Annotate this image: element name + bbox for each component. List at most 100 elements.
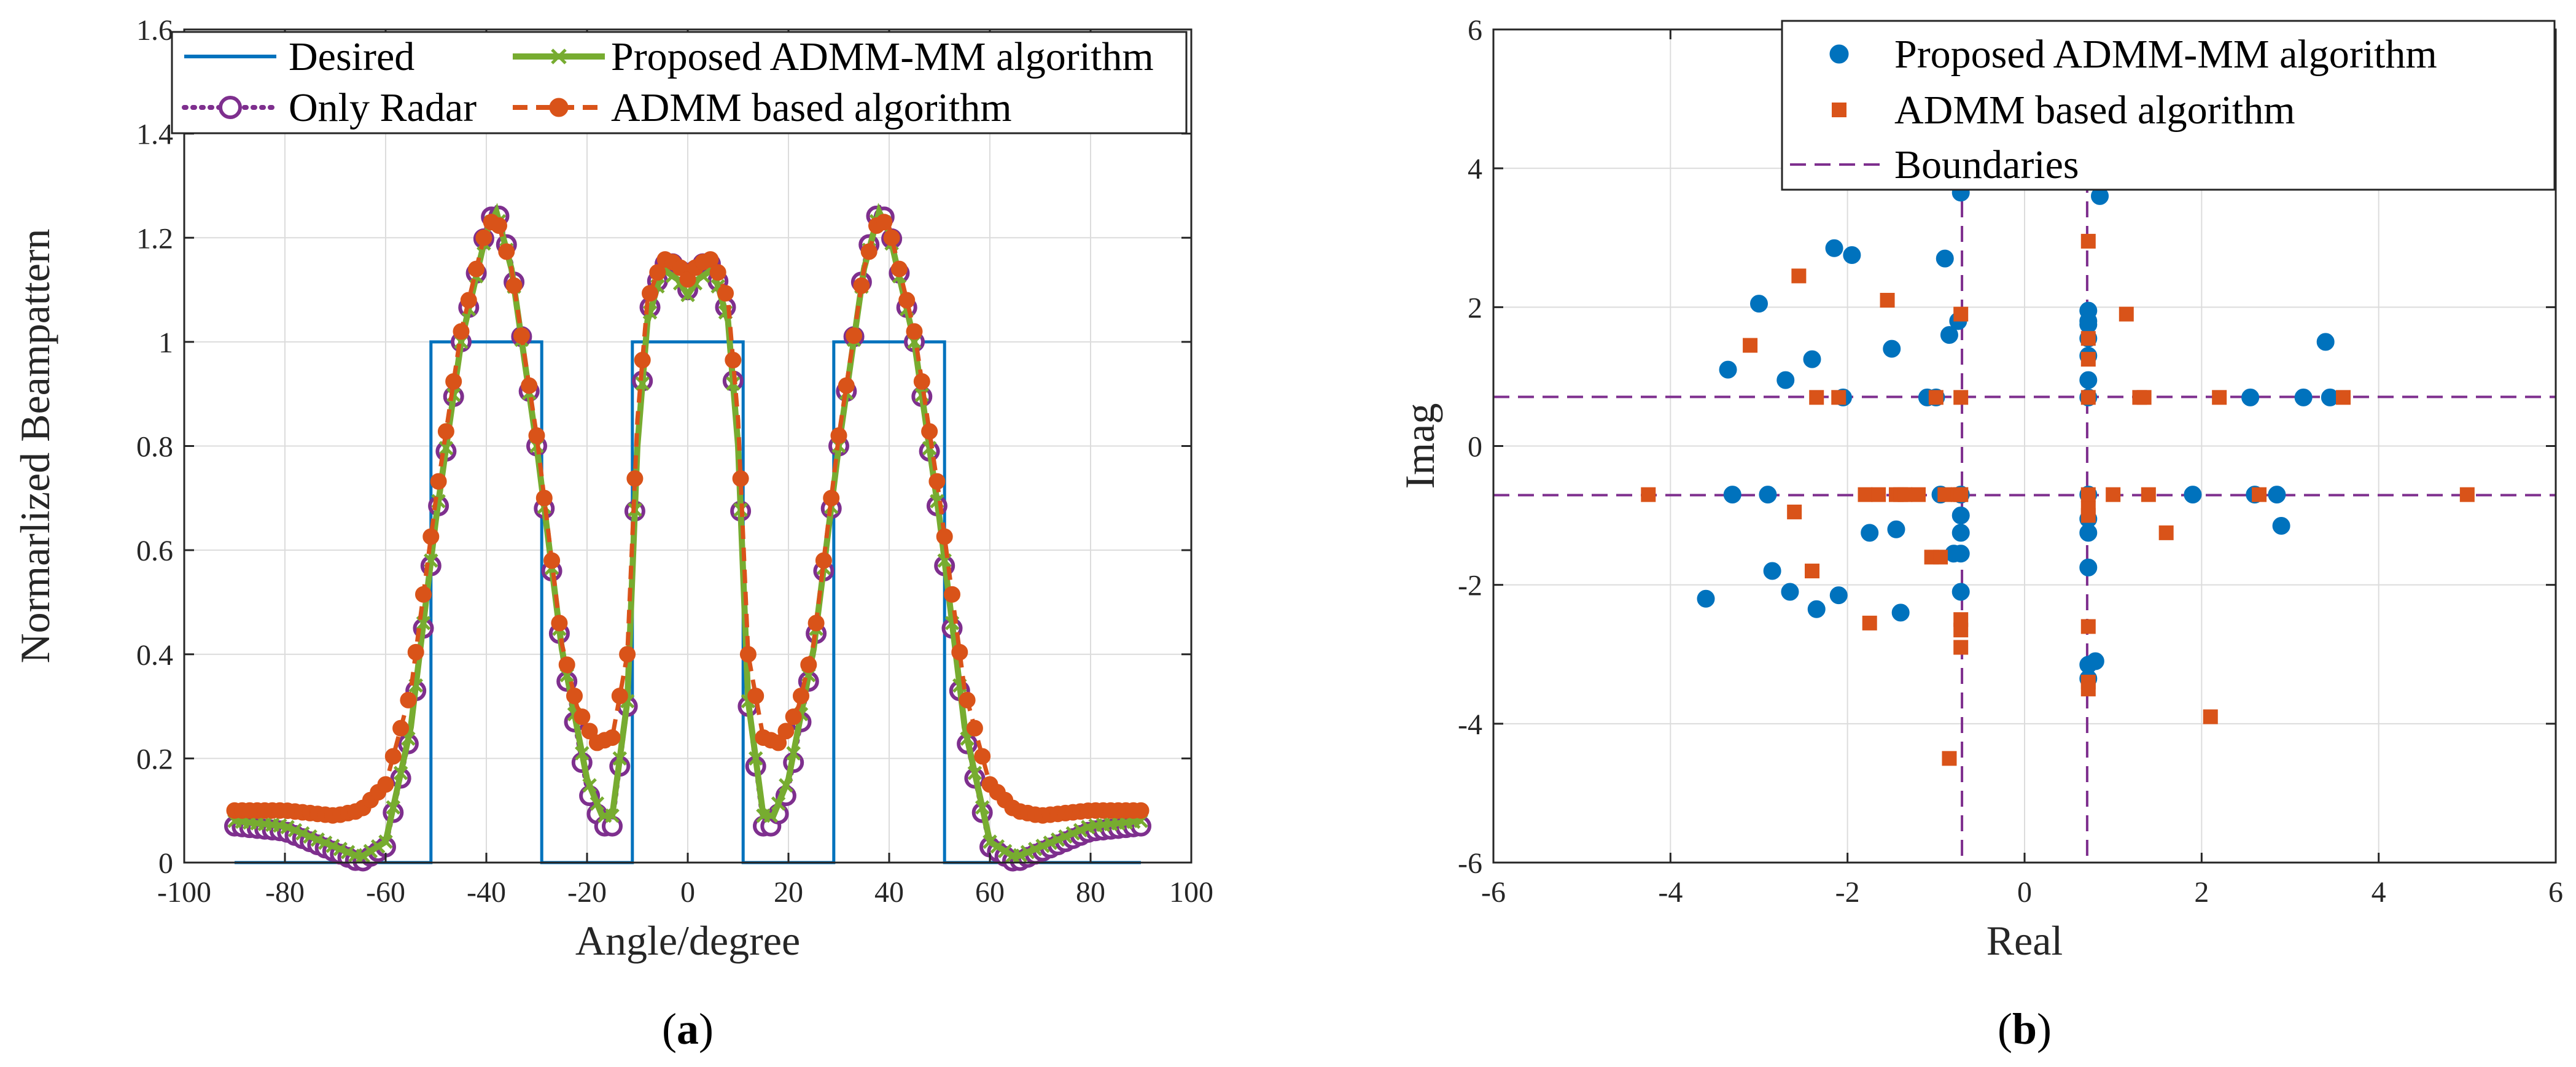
proposed-marker-stroke (280, 820, 295, 835)
b-proposed-point (1940, 326, 1958, 344)
proposed-marker-stroke (779, 778, 793, 793)
a-y-tick-label: 0 (158, 847, 173, 880)
admm-marker (966, 720, 983, 737)
admm-marker (551, 615, 568, 632)
proposed-marker-stroke (287, 823, 303, 838)
admm-marker (793, 688, 809, 705)
proposed-marker-stroke (1043, 836, 1058, 850)
b-admm-point (2203, 709, 2218, 724)
b-caption-open: ( (1998, 1004, 2012, 1053)
admm-marker (377, 776, 394, 793)
admm-marker (445, 373, 462, 390)
b-legend: Proposed ADMM-MM algorithm ADMM based alg… (1781, 20, 2556, 191)
b-proposed-point (2272, 517, 2290, 535)
proposed-marker-stroke (680, 287, 695, 303)
b-proposed-point (1891, 603, 1910, 622)
admm-marker (430, 473, 447, 490)
proposed-marker (575, 746, 590, 761)
admm-marker (876, 214, 893, 231)
admm-marker (725, 352, 742, 369)
b-series (1641, 184, 2475, 766)
proposed-marker (680, 287, 695, 303)
b-admm-point (2141, 487, 2156, 502)
admm-marker (574, 708, 591, 726)
a-legend-label: Proposed ADMM-MM algorithm (611, 34, 1154, 79)
admm-marker (853, 277, 870, 294)
admm-marker (944, 586, 960, 603)
proposed-marker-stroke (990, 839, 1005, 854)
admm-marker (883, 229, 900, 246)
b-admm-point (1805, 564, 1819, 579)
b-admm-point (1791, 268, 1807, 284)
proposed-marker-stroke (642, 305, 658, 320)
b-admm-point (2136, 390, 2152, 405)
admm-marker (475, 229, 492, 246)
proposed-marker (748, 751, 763, 766)
proposed-marker-stroke (786, 746, 801, 761)
proposed-marker (1013, 848, 1027, 863)
proposed-marker-stroke (295, 826, 310, 841)
proposed-marker-stroke (635, 376, 650, 391)
proposed-marker-stroke (695, 268, 710, 284)
admm-marker (747, 688, 765, 705)
b-admm-point (2336, 390, 2351, 405)
proposed-marker-stroke (438, 441, 454, 456)
proposed-marker (590, 796, 605, 811)
b-admm-point (1937, 487, 1953, 502)
a-grid (184, 29, 1192, 863)
proposed-marker (635, 376, 650, 391)
proposed-marker (605, 808, 620, 823)
admm-marker (581, 723, 598, 740)
a-y-axis-label: Normarlized Beampattern (12, 228, 58, 663)
b-legend-marker (1829, 44, 1849, 64)
b-x-tick-label: 4 (2372, 876, 2386, 909)
b-admm-point (1809, 390, 1824, 405)
admm-marker (846, 327, 863, 344)
admm-marker (491, 217, 507, 234)
proposed-marker (317, 836, 333, 850)
proposed-marker (983, 834, 997, 849)
a-legend-item: ADMM based algorithm (513, 85, 1012, 130)
b-x-axis-label: Real (1986, 917, 2063, 964)
admm-marker (400, 691, 417, 708)
admm-marker (498, 243, 515, 260)
b-x-tick-label: 6 (2548, 876, 2563, 909)
b-proposed-point (1843, 246, 1861, 265)
admm-marker (807, 615, 825, 632)
admm-marker (921, 423, 938, 440)
b-proposed-point (1719, 360, 1737, 379)
a-legend-marker-stroke (551, 49, 567, 64)
b-admm-point (1942, 751, 1957, 766)
proposed-marker-stroke (401, 731, 416, 746)
proposed-marker (363, 844, 378, 859)
b-proposed-point (1861, 524, 1879, 542)
b-proposed-point (2268, 486, 2286, 504)
b-admm-point (2080, 487, 2096, 502)
a-y-tick-label: 0.2 (136, 743, 173, 775)
a-y-tick-label: 0.8 (136, 431, 173, 464)
b-admm-point (2080, 619, 2096, 634)
proposed-marker (1020, 845, 1035, 859)
a-x-tick-label: -100 (157, 876, 211, 909)
proposed-marker-stroke (303, 829, 317, 844)
admm-marker (619, 646, 636, 663)
admm-marker (535, 489, 553, 506)
b-proposed-point (1759, 486, 1777, 504)
admm-marker (521, 377, 538, 394)
proposed-marker (612, 751, 628, 766)
proposed-marker-stroke (930, 494, 944, 509)
proposed-marker-stroke (340, 845, 356, 859)
admm-marker (634, 352, 651, 369)
proposed-marker (1043, 836, 1058, 850)
admm-marker (407, 643, 424, 661)
proposed-marker-stroke (317, 836, 333, 850)
b-proposed-point (1887, 520, 1905, 538)
a-x-tick-label: -20 (567, 876, 607, 909)
proposed-marker (990, 839, 1005, 854)
admm-marker (558, 656, 575, 673)
proposed-marker (1035, 839, 1050, 853)
admm-marker (974, 748, 991, 765)
admm-marker (830, 427, 847, 444)
proposed-marker-stroke (612, 751, 628, 766)
